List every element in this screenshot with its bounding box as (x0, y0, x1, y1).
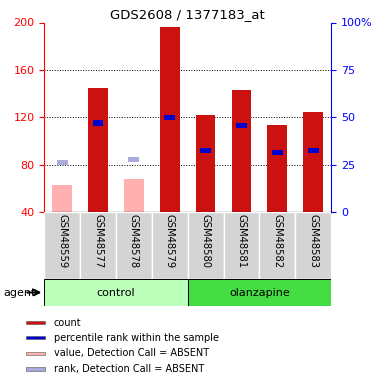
Bar (80, 212, 116, 279)
Bar (26, 367, 45, 371)
Text: rank, Detection Call = ABSENT: rank, Detection Call = ABSENT (54, 364, 204, 374)
Bar (44, 212, 80, 279)
Bar (232, 90, 251, 212)
Bar (129, 157, 139, 162)
Bar (88, 88, 108, 212)
Bar (236, 123, 247, 128)
Bar (124, 179, 144, 212)
Text: agent: agent (4, 288, 36, 297)
Text: GSM48577: GSM48577 (93, 214, 103, 268)
Bar (26, 336, 45, 339)
Text: GSM48580: GSM48580 (201, 214, 211, 268)
Text: GSM48559: GSM48559 (57, 214, 67, 268)
Bar (52, 184, 72, 212)
Bar (188, 279, 331, 306)
Bar (272, 150, 283, 155)
Title: GDS2608 / 1377183_at: GDS2608 / 1377183_at (110, 8, 265, 21)
Bar (295, 212, 331, 279)
Bar (308, 148, 319, 153)
Bar (188, 212, 224, 279)
Bar (224, 212, 259, 279)
Bar (44, 279, 188, 306)
Text: GSM48578: GSM48578 (129, 214, 139, 268)
Text: control: control (97, 288, 135, 297)
Text: GSM48582: GSM48582 (272, 214, 282, 268)
Bar (303, 112, 323, 212)
Bar (196, 115, 216, 212)
Text: GSM48581: GSM48581 (236, 214, 246, 268)
Bar (160, 27, 180, 212)
Text: GSM48579: GSM48579 (165, 214, 175, 268)
Bar (152, 212, 188, 279)
Bar (259, 212, 295, 279)
Bar (93, 120, 104, 126)
Text: percentile rank within the sample: percentile rank within the sample (54, 333, 219, 343)
Bar (164, 114, 175, 120)
Bar (26, 351, 45, 355)
Text: GSM48583: GSM48583 (308, 214, 318, 268)
Bar (26, 321, 45, 324)
Bar (116, 212, 152, 279)
Text: value, Detection Call = ABSENT: value, Detection Call = ABSENT (54, 348, 209, 358)
Bar (268, 126, 287, 212)
Bar (200, 148, 211, 153)
Text: count: count (54, 318, 82, 327)
Bar (57, 159, 68, 165)
Text: olanzapine: olanzapine (229, 288, 290, 297)
